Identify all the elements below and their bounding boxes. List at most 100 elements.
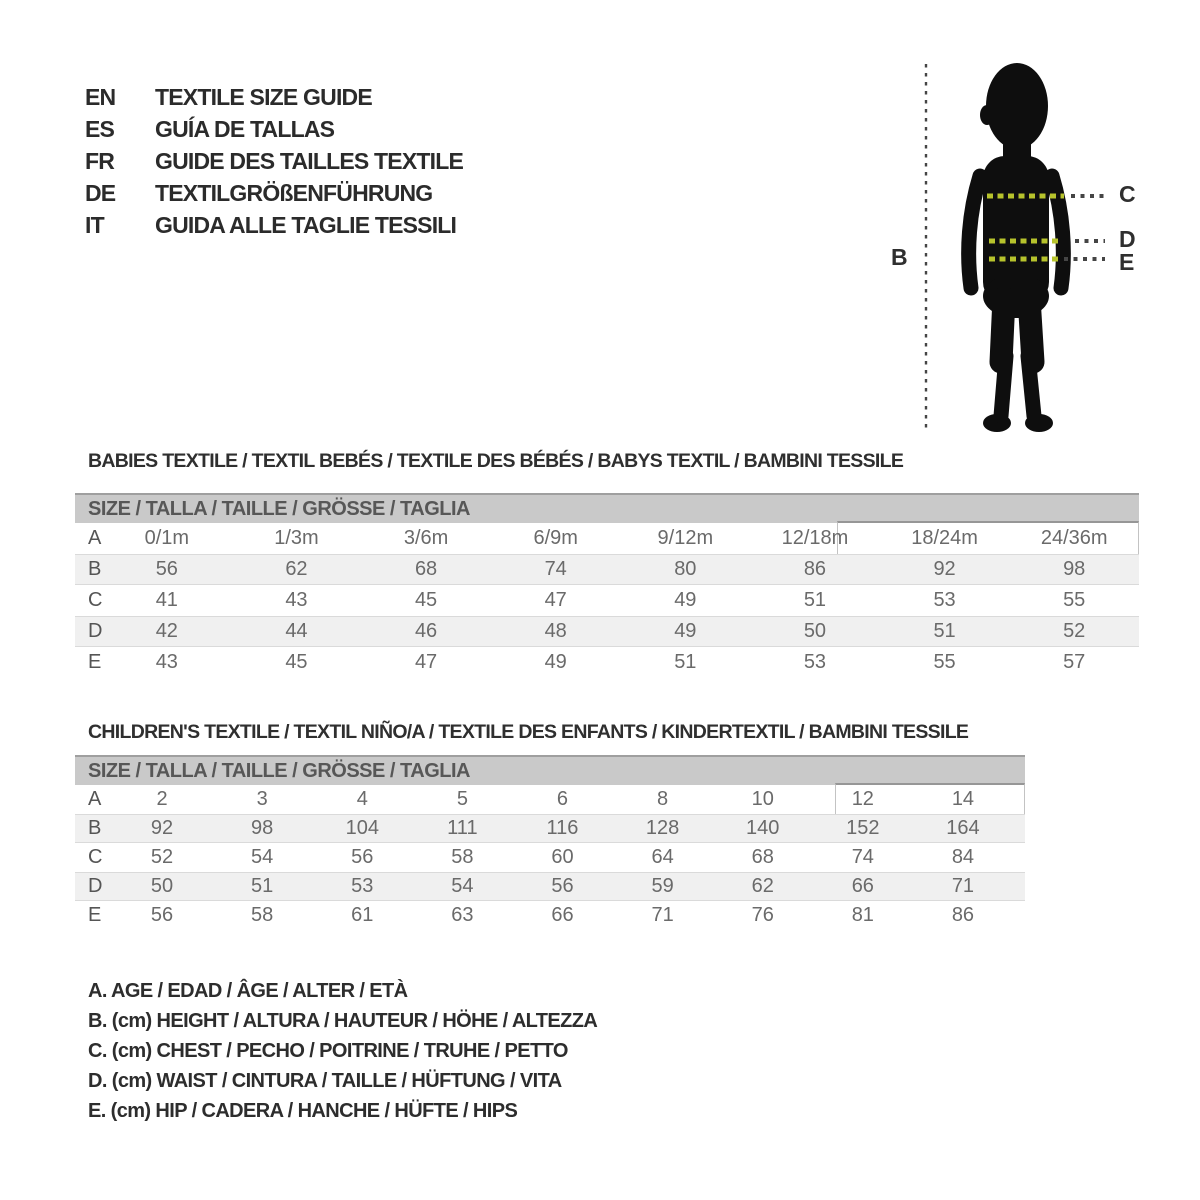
table-cell: 3 [256,788,268,810]
row-letter: E [88,651,102,673]
table-cell: 14 [951,788,975,810]
table-cell: 54 [451,875,474,897]
measurement-lines-group [924,64,1107,430]
table-cell: 86 [803,558,827,580]
child-silhouette-graphic [924,63,1107,432]
language-code: ES [85,115,115,142]
silhouette-torso [983,156,1049,304]
table-cell: 44 [285,620,308,642]
table-cell: 51 [933,620,956,642]
babies-table-header: SIZE / TALLA / TAILLE / GRÖSSE / TAGLIA [75,495,1139,523]
language-code: DE [85,179,116,206]
figure-label-height-b: B [891,244,908,270]
row-letter: B [88,817,102,839]
table-cell: 62 [285,558,308,580]
language-title: TEXTILGRÖßENFÜHRUNG [155,179,433,206]
row-letter: C [88,846,103,868]
language-row: FR GUIDE DES TAILLES TEXTILE [85,145,464,177]
silhouette-ear [980,105,994,125]
silhouette-left-calf [993,348,1014,424]
table-cell: 152 [846,817,880,839]
table-cell: 80 [674,558,697,580]
table-cell: 104 [345,817,379,839]
children-table-title: CHILDREN'S TEXTILE / TEXTIL NIÑO/A / TEX… [88,721,969,743]
table-cell: 49 [674,620,697,642]
table-cell: 61 [351,904,374,926]
figure-label-waist-d: D [1119,226,1136,252]
table-row: B 56 62 68 74 80 86 92 98 [75,554,1139,585]
children-table-topline [75,755,1025,757]
table-cell: 54 [251,846,274,868]
table-cell: 76 [751,904,774,926]
row-letter: D [88,620,103,642]
legend-line: A. AGE / EDAD / ÂGE / ALTER / ETÀ [88,979,408,1002]
table-cell: 53 [351,875,374,897]
language-row: EN TEXTILE SIZE GUIDE [85,81,463,113]
table-cell: 128 [645,817,680,839]
table-cell: 63 [451,904,474,926]
table-cell: 55 [933,651,956,673]
table-cell: 5 [456,788,468,810]
language-code: FR [85,147,115,174]
legend-line: D. (cm) WAIST / CINTURA / TAILLE / HÜFTU… [88,1069,562,1092]
table-cell: 55 [1063,589,1086,611]
table-cell: 12 [851,788,874,810]
table-cell: 51 [251,875,274,897]
table-cell: 53 [803,651,827,673]
row-letter: C [88,589,103,611]
table-cell: 47 [414,651,438,673]
legend-line: B. (cm) HEIGHT / ALTURA / HAUTEUR / HÖHE… [88,1009,598,1032]
table-cell: 1/3m [274,527,319,549]
table-row: E 43 45 47 49 51 53 55 57 [75,647,1139,678]
table-cell: 92 [150,817,174,839]
table-cell: 62 [751,875,774,897]
table-cell: 58 [451,846,474,868]
table-cell: 52 [150,846,174,868]
measurement-legend: A. AGE / EDAD / ÂGE / ALTER / ETÀ B. (cm)… [88,976,598,1126]
table-cell: 24/36m [1040,527,1108,549]
table-row: D 50 51 53 54 56 59 62 66 71 [75,872,1025,901]
table-cell: 48 [544,620,567,642]
children-table-header: SIZE / TALLA / TAILLE / GRÖSSE / TAGLIA [75,757,1025,785]
figure-label-hip-e: E [1119,249,1134,275]
figure-label-chest-c: C [1119,181,1136,207]
table-cell: 46 [414,620,438,642]
babies-table-title: BABIES TEXTILE / TEXTIL BEBÉS / TEXTILE … [88,450,904,472]
table-cell: 86 [951,904,975,926]
row-letter: E [88,904,102,926]
babies-size-table: SIZE / TALLA / TAILLE / GRÖSSE / TAGLIA … [75,493,1139,678]
table-cell: 56 [551,875,574,897]
table-cell: 51 [674,651,697,673]
language-row: DE TEXTILGRÖßENFÜHRUNG [85,177,463,209]
table-cell: 140 [746,817,780,839]
table-cell: 92 [933,558,956,580]
silhouette-right-arm [1044,168,1071,296]
table-cell: 56 [351,846,374,868]
language-row: IT GUIDA ALLE TAGLIE TESSILI [85,209,463,241]
row-letter: B [88,558,102,580]
table-cell: 43 [155,651,178,673]
table-cell: 53 [933,589,956,611]
table-row: C 52 54 56 58 60 64 68 74 84 [75,843,1025,872]
table-cell: 18/24m [911,527,978,549]
table-cell: 98 [1063,558,1086,580]
table-cell: 81 [851,904,874,926]
table-cell: 45 [414,589,438,611]
table-cell: 10 [751,788,774,810]
silhouette-head [986,63,1048,149]
table-cell: 74 [544,558,567,580]
table-cell: 111 [447,817,478,839]
table-cell: 64 [651,846,674,868]
table-cell: 45 [285,651,308,673]
table-cell: 43 [285,589,308,611]
table-row: D 42 44 46 48 49 50 51 52 [75,616,1139,647]
children-selected-size-box [835,783,1025,817]
table-cell: 71 [951,875,975,897]
babies-table-topline [75,493,1139,495]
children-table-body: A 2 3 4 5 6 8 10 12 14 B 92 98 104 111 116 128 140 152 164 C… [75,785,1025,930]
babies-table-body: A 0/1m 1/3m 3/6m 6/9m 9/12m 12/18m 18/24m 24/36m… [75,523,1139,678]
row-letter: D [88,875,103,897]
table-cell: 3/6m [403,527,449,549]
table-cell: 41 [155,589,178,611]
